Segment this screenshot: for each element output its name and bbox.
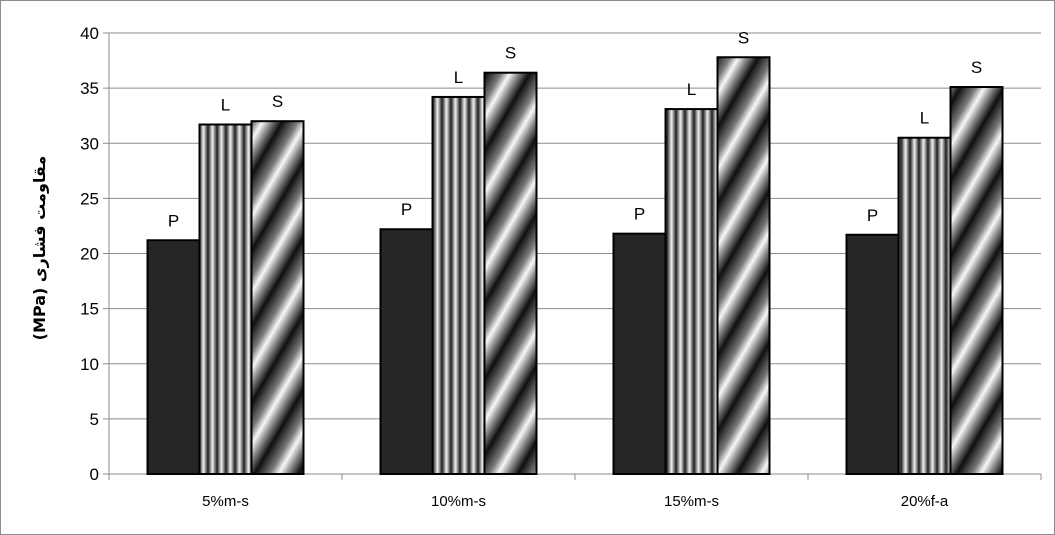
bar-P-2: [379, 228, 434, 475]
bar-L-3: [664, 108, 719, 475]
data-label-P: P: [168, 211, 179, 230]
y-tick-label: 20: [80, 245, 99, 264]
y-tick-label: 15: [80, 300, 99, 319]
data-label-L: L: [920, 109, 929, 128]
labels: 0 5 10 15 20 25 30 35 40 P L S 5%m-s P L S 10%m-s P L S 15%m…: [80, 24, 982, 510]
x-category-label: 5%m-s: [202, 493, 249, 510]
data-label-S: S: [971, 58, 982, 77]
bar-S-3: [716, 56, 771, 475]
bar-S-2: [483, 71, 538, 475]
y-tick-label: 40: [80, 24, 99, 43]
x-category-label: 10%m-s: [431, 493, 486, 510]
data-label-S: S: [272, 92, 283, 111]
bars: [146, 56, 1004, 476]
y-tick-label: 0: [90, 465, 99, 484]
bar-P-1: [146, 239, 201, 475]
data-label-L: L: [221, 96, 230, 115]
data-label-S: S: [505, 44, 516, 63]
bar-L-4: [897, 136, 952, 476]
data-label-P: P: [634, 205, 645, 224]
data-label-P: P: [867, 206, 878, 225]
y-axis-title: مقاومت فشاری (MPa): [30, 156, 49, 341]
y-tick-label: 10: [80, 355, 99, 374]
bar-P-3: [612, 232, 667, 475]
y-tick-label: 25: [80, 189, 99, 208]
bar-S-4: [949, 86, 1004, 476]
bar-S-1: [250, 120, 305, 475]
bar-L-1: [198, 123, 253, 475]
bar-L-2: [431, 95, 486, 475]
bar-P-4: [845, 233, 900, 475]
y-tick-label: 30: [80, 134, 99, 153]
y-tick-label: 5: [90, 410, 99, 429]
data-label-S: S: [738, 28, 749, 47]
y-tick-label: 35: [80, 79, 99, 98]
data-label-L: L: [454, 68, 463, 87]
data-label-L: L: [687, 80, 696, 99]
x-category-label: 20%f-a: [901, 493, 949, 510]
data-label-P: P: [401, 200, 412, 219]
x-category-label: 15%m-s: [664, 493, 719, 510]
